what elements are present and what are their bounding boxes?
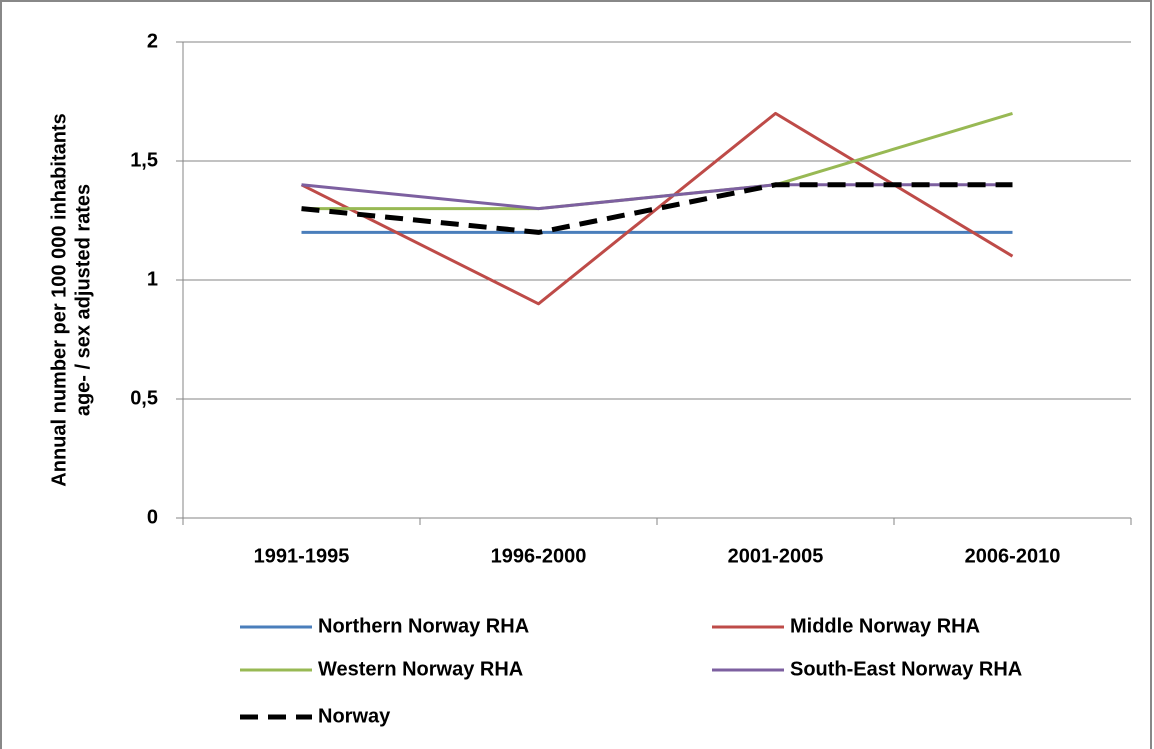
series-line — [301, 182, 1013, 235]
y-tick-label: 1,5 — [130, 149, 158, 171]
y-tick-label: 1 — [147, 268, 158, 290]
legend-label: Norway — [318, 705, 391, 727]
x-tick-label: 1991-1995 — [254, 545, 350, 567]
y-tick-label: 2 — [147, 30, 158, 52]
legend-label: Western Norway RHA — [318, 658, 523, 680]
legend-label: Middle Norway RHA — [790, 615, 980, 637]
y-tick-label: 0 — [147, 506, 158, 528]
legend-label: Northern Norway RHA — [318, 615, 529, 637]
x-tick-label: 1996-2000 — [491, 545, 587, 567]
y-axis-label: Annual number per 100 000 inhabitants age… — [48, 113, 94, 486]
y-axis-label-line: age- / sex adjusted rates — [72, 184, 94, 416]
legend-label: South-East Norway RHA — [790, 658, 1022, 680]
y-tick-label: 0,5 — [130, 387, 158, 409]
y-axis-label-line: Annual number per 100 000 inhabitants — [48, 113, 70, 486]
x-tick-label: 2006-2010 — [965, 545, 1061, 567]
x-tick-label: 2001-2005 — [728, 545, 824, 567]
